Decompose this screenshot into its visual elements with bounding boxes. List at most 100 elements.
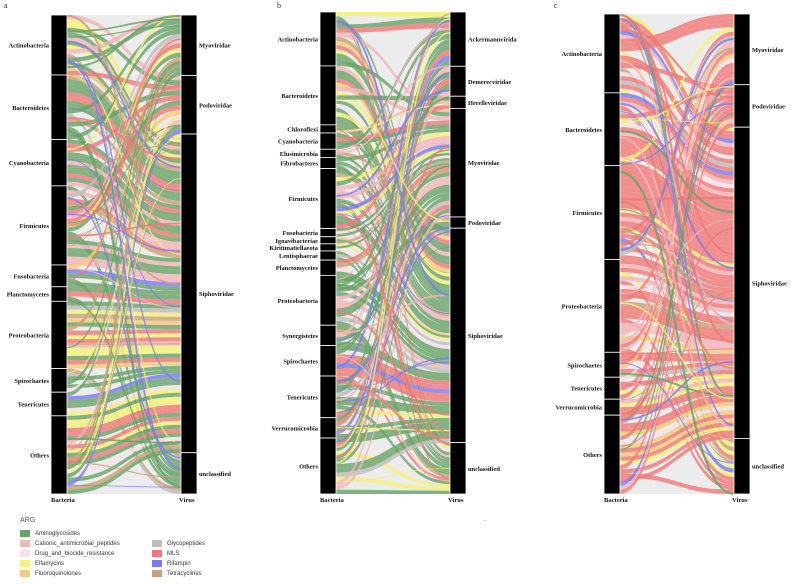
flow-ribbon-glycopeptides xyxy=(67,34,181,199)
flow-strand-elfamycins xyxy=(335,468,451,483)
flow-strand-aminoglycosides xyxy=(619,130,735,214)
flow-strand-aminoglycosides xyxy=(335,247,451,369)
bacteria-node-proteobacteria xyxy=(319,274,337,326)
bacteria-label: Firmicutes xyxy=(289,196,319,203)
flow-ribbon-mls xyxy=(620,430,734,474)
legend-item-fluoroquinolones: Fluoroquinolones xyxy=(20,569,81,578)
bacteria-label: Fusobacteria xyxy=(283,230,319,237)
panel-letter: a xyxy=(4,1,8,10)
bacteria-node-synergistetes xyxy=(319,324,337,346)
flow-strand-aminoglycosides xyxy=(335,96,451,287)
flow-strand-cationic-antimicrobial-peptides xyxy=(619,77,735,352)
flow-ribbon-mls xyxy=(620,310,734,338)
flow-ribbon-cationic-antimicrobial-peptides xyxy=(620,117,734,490)
legend-label: Rifampin xyxy=(167,560,191,567)
flow-ribbon-mls xyxy=(620,22,734,140)
flow-ribbon-aminoglycosides xyxy=(336,84,450,451)
flow-strand-rifampin xyxy=(335,361,451,391)
legend-swatch xyxy=(152,570,162,577)
flow-strand-aminoglycosides xyxy=(619,170,735,495)
flow-strand-mls xyxy=(619,200,735,370)
flow-ribbon-mls xyxy=(620,98,734,302)
flow-ribbon-mls xyxy=(620,84,734,172)
legend-label: Glycopeptides xyxy=(167,540,206,547)
flow-ribbon-mls xyxy=(336,78,450,269)
flow-strand-rifampin xyxy=(335,357,451,403)
flow-strand-mls xyxy=(66,117,182,160)
flow-ribbon-mls xyxy=(67,143,181,214)
virus-node-podoviridae xyxy=(733,84,751,128)
flow-ribbon-mls xyxy=(336,371,450,402)
legend-item-aminoglycosides: Aminoglycosides xyxy=(20,529,80,538)
legend-item-mls: MLS xyxy=(152,549,179,558)
bacteria-node-firmicutes xyxy=(50,185,68,266)
flow-ribbon-mls xyxy=(620,22,734,52)
flow-ribbon-cationic-antimicrobial-peptides xyxy=(336,136,450,191)
bacteria-label: Others xyxy=(299,464,318,471)
flow-ribbon-tetracyclines xyxy=(620,301,734,330)
flow-ribbon-mls xyxy=(67,428,181,462)
axis-label-bacteria: Bacteria xyxy=(604,497,629,504)
virus-label: unclassified xyxy=(752,464,784,471)
flow-ribbon-mls xyxy=(67,408,181,437)
bacteria-node-bacteroidetes xyxy=(603,92,621,167)
bacteria-node-fibrobacteres xyxy=(319,157,337,169)
flow-strand-aminoglycosides xyxy=(66,299,182,476)
flow-strand-rifampin xyxy=(335,213,451,315)
legend-label: Aminoglycosides xyxy=(35,530,81,537)
flow-ribbon-cationic-antimicrobial-peptides xyxy=(67,119,181,445)
flow-strand-mls xyxy=(619,227,735,415)
flow-ribbon-aminoglycosides xyxy=(67,377,181,405)
bacteria-node-actinobacteria xyxy=(319,11,337,67)
bacteria-node-chloroflexi xyxy=(319,124,337,134)
bacteria-label: Bacteroidetes xyxy=(12,105,49,112)
bacteria-label: Verrucomicrobia xyxy=(556,405,603,412)
virus-node-unclassified xyxy=(449,442,467,495)
flow-ribbon-mls xyxy=(620,233,734,288)
flow-strand-elfamycins xyxy=(619,302,735,400)
virus-label: Podoviridae xyxy=(752,103,785,110)
flow-strand-cationic-antimicrobial-peptides xyxy=(619,381,735,439)
flow-strand-rifampin xyxy=(66,107,182,191)
flow-strand-aminoglycosides xyxy=(66,25,182,38)
virus-node-podoviridae xyxy=(180,75,198,135)
flow-strand-rifampin xyxy=(66,197,182,459)
bacteria-node-tenericutes xyxy=(603,376,621,400)
flow-strand-rifampin xyxy=(619,38,735,251)
legend-swatch xyxy=(20,540,30,547)
virus-node-myoviridae xyxy=(733,13,751,86)
flow-strand-tetracyclines xyxy=(619,231,735,300)
bacteria-label: Others xyxy=(583,452,602,459)
flow-ribbon-mls xyxy=(620,255,734,297)
virus-label: Podoviridae xyxy=(468,220,501,227)
virus-node-unclassified xyxy=(180,452,198,495)
flow-ribbon-elfamycins xyxy=(620,272,734,477)
flow-strand-elfamycins xyxy=(66,74,182,255)
flow-strand-mls xyxy=(619,243,735,262)
flow-ribbon-aminoglycosides xyxy=(336,325,450,475)
bacteria-label: Synergistetes xyxy=(282,333,318,340)
flow-ribbon-aminoglycosides xyxy=(67,381,181,408)
flow-ribbon-aminoglycosides xyxy=(67,24,181,114)
flow-strand-rifampin xyxy=(66,484,182,488)
flow-ribbon-elfamycins xyxy=(67,333,181,340)
flow-ribbon-rifampin xyxy=(336,362,450,394)
flow-strand-mls xyxy=(619,28,735,99)
flow-ribbon-aminoglycosides xyxy=(336,108,450,456)
virus-label: Herelleviridae xyxy=(468,100,507,107)
virus-node-demerecviridae xyxy=(449,65,467,97)
flow-strand-elfamycins xyxy=(335,104,451,133)
flow-strand-cationic-antimicrobial-peptides xyxy=(619,156,735,429)
virus-node-ackermannvirida xyxy=(449,11,467,67)
flow-ribbon-tetracyclines xyxy=(67,57,181,331)
flow-strand-rifampin xyxy=(335,231,451,414)
flow-strand-rifampin xyxy=(619,362,735,464)
flow-ribbon-mls xyxy=(620,18,734,48)
flow-ribbon-aminoglycosides xyxy=(67,40,181,155)
flow-strand-tetracyclines xyxy=(66,148,182,238)
flow-ribbon-mls xyxy=(67,416,181,449)
bacteria-label: Actinobacteria xyxy=(278,36,319,43)
flow-strand-aminoglycosides xyxy=(66,18,182,33)
flow-ribbon-aminoglycosides xyxy=(336,384,450,406)
flow-ribbon-mls xyxy=(336,367,450,398)
